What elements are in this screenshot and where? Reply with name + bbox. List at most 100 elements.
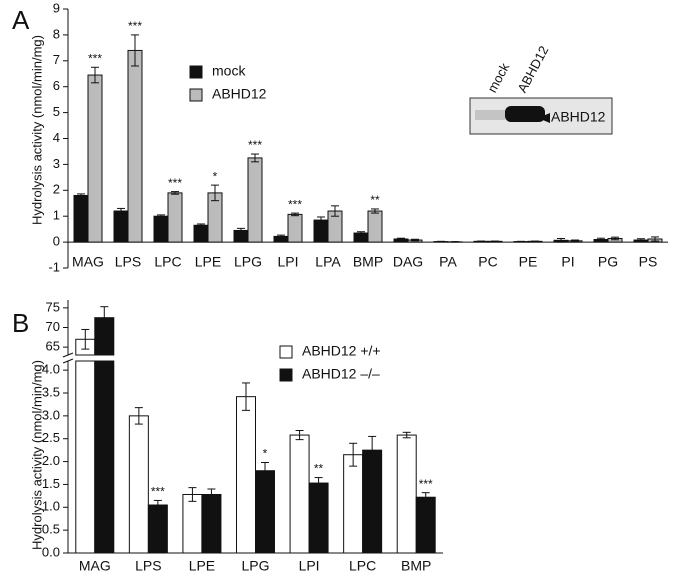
bar bbox=[289, 434, 310, 554]
bar bbox=[396, 434, 417, 554]
axis-break bbox=[62, 358, 74, 364]
bar bbox=[201, 493, 222, 554]
panel-letter: A bbox=[12, 5, 30, 35]
bar bbox=[182, 493, 203, 554]
y-tick-label: 3.5 bbox=[42, 384, 60, 399]
x-tick-label: PE bbox=[519, 254, 538, 270]
significance: ** bbox=[370, 193, 380, 207]
x-tick-label: PC bbox=[478, 254, 497, 270]
y-tick-label: 2.5 bbox=[42, 430, 60, 445]
bar bbox=[236, 396, 256, 554]
bar bbox=[247, 157, 263, 243]
y-tick-label: 1 bbox=[53, 208, 60, 223]
significance: * bbox=[263, 447, 268, 461]
y-tick-label: 0 bbox=[53, 234, 60, 249]
blot-band-label: ABHD12 bbox=[551, 109, 606, 125]
bar bbox=[308, 482, 329, 554]
bar bbox=[343, 454, 364, 554]
legend-swatch bbox=[189, 88, 203, 102]
x-tick-label: LPG bbox=[241, 558, 269, 574]
y-tick-label: 8 bbox=[53, 26, 60, 41]
x-tick-label: LPC bbox=[349, 558, 376, 574]
legend-label: mock bbox=[212, 63, 246, 79]
y-tick-label: 3 bbox=[53, 156, 60, 171]
x-tick-label: LPC bbox=[154, 254, 181, 270]
y-axis-label: Hydrolysis activity (nmol/min/mg) bbox=[29, 35, 44, 225]
bar bbox=[287, 213, 303, 243]
y-tick-label: 1.5 bbox=[42, 476, 60, 491]
bar bbox=[127, 49, 143, 243]
legend-swatch bbox=[279, 345, 293, 359]
bar bbox=[113, 210, 129, 243]
y-tick-label: 6 bbox=[53, 78, 60, 93]
x-tick-label: LPA bbox=[315, 254, 341, 270]
y-tick-label: 0.0 bbox=[42, 544, 60, 559]
bar bbox=[255, 470, 275, 554]
blot-band-abhd12 bbox=[505, 106, 545, 122]
bar bbox=[94, 360, 115, 554]
significance: *** bbox=[288, 197, 302, 211]
y-tick-label: 9 bbox=[53, 0, 60, 15]
legend-swatch bbox=[279, 368, 293, 382]
blot-band-mock bbox=[475, 110, 505, 120]
bar bbox=[75, 360, 96, 554]
x-tick-label: MAG bbox=[72, 254, 104, 270]
bar bbox=[128, 415, 149, 554]
y-tick-label: 3.0 bbox=[42, 407, 60, 422]
x-tick-label: LPE bbox=[189, 558, 215, 574]
bar bbox=[415, 496, 436, 554]
x-tick-label: PA bbox=[439, 254, 457, 270]
significance: *** bbox=[419, 477, 433, 491]
y-tick-label: 70 bbox=[46, 319, 60, 334]
y-tick-label: 5 bbox=[53, 104, 60, 119]
blot-lane-label: mock bbox=[484, 60, 512, 95]
x-tick-label: LPI bbox=[299, 558, 320, 574]
x-tick-label: BMP bbox=[401, 558, 431, 574]
x-tick-label: PI bbox=[561, 254, 574, 270]
y-tick-label: -1 bbox=[48, 259, 60, 274]
legend-label: ABHD12 +/+ bbox=[302, 343, 381, 359]
y-tick-label: 1.0 bbox=[42, 499, 60, 514]
bar bbox=[87, 74, 103, 243]
x-tick-label: LPI bbox=[277, 254, 298, 270]
significance: *** bbox=[128, 19, 142, 33]
panel-letter: B bbox=[12, 308, 29, 338]
legend-label: ABHD12 –/– bbox=[302, 366, 380, 382]
bar bbox=[193, 224, 209, 243]
x-tick-label: PS bbox=[639, 254, 658, 270]
x-tick-label: LPS bbox=[115, 254, 141, 270]
y-tick-label: 2.0 bbox=[42, 453, 60, 468]
y-tick-label: 2 bbox=[53, 182, 60, 197]
bar bbox=[367, 210, 383, 243]
x-tick-label: LPG bbox=[234, 254, 262, 270]
significance: *** bbox=[168, 176, 182, 190]
legend-swatch bbox=[189, 65, 203, 79]
bar bbox=[362, 449, 383, 554]
y-tick-label: 75 bbox=[46, 299, 60, 314]
significance: *** bbox=[88, 51, 102, 65]
significance: * bbox=[213, 169, 218, 183]
y-tick-label: 65 bbox=[46, 339, 60, 354]
blot-lane-label: ABHD12 bbox=[514, 43, 551, 95]
y-axis-label: Hydrolysis activity (nmol/min/mg) bbox=[29, 360, 44, 550]
y-tick-label: 4 bbox=[53, 130, 60, 145]
blot-arrow bbox=[538, 113, 550, 123]
x-tick-label: DAG bbox=[393, 254, 423, 270]
y-tick-label: 7 bbox=[53, 52, 60, 67]
bar bbox=[147, 504, 168, 554]
x-tick-label: LPS bbox=[135, 558, 161, 574]
y-tick-label: 4.0 bbox=[42, 362, 60, 377]
x-tick-label: BMP bbox=[353, 254, 383, 270]
significance: *** bbox=[151, 485, 165, 499]
bar bbox=[167, 192, 183, 243]
x-tick-label: PG bbox=[598, 254, 618, 270]
legend-label: ABHD12 bbox=[212, 86, 267, 102]
x-tick-label: LPE bbox=[195, 254, 221, 270]
significance: *** bbox=[248, 138, 262, 152]
bar bbox=[153, 215, 169, 243]
axis-break bbox=[62, 352, 74, 358]
y-tick-label: 0.5 bbox=[42, 522, 60, 537]
x-tick-label: MAG bbox=[79, 558, 111, 574]
bar bbox=[73, 194, 89, 243]
